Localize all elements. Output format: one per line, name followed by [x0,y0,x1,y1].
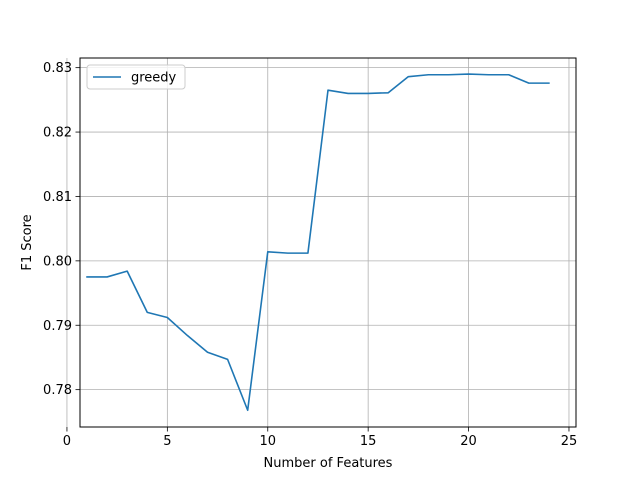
y-tick-label: 0.80 [43,254,72,269]
y-tick-label: 0.83 [43,61,72,76]
plot-frame [79,57,577,428]
y-tick-label: 0.82 [43,126,72,141]
x-axis-label: Number of Features [264,456,393,471]
x-tick-label: 15 [360,434,377,449]
x-tick-label: 10 [259,434,276,449]
x-tick-label: 25 [561,434,578,449]
series-layer [86,73,550,412]
y-tick-label: 0.78 [43,383,72,398]
series-line-greedy [86,73,550,412]
legend-box [86,64,186,90]
y-tick-label: 0.81 [43,190,72,205]
y-tick-label: 0.79 [43,319,72,334]
legend: greedy [86,64,186,90]
grid [66,58,576,427]
y-axis-label: F1 Score [20,214,35,270]
ticks: 0 5 10 15 20 25 0.78 0.79 0.80 0.81 0.82 0.83 [43,61,577,449]
x-tick-label: 20 [460,434,477,449]
x-tick-label: 0 [63,434,71,449]
x-tick-label: 5 [163,434,171,449]
legend-label-greedy: greedy [131,71,177,86]
